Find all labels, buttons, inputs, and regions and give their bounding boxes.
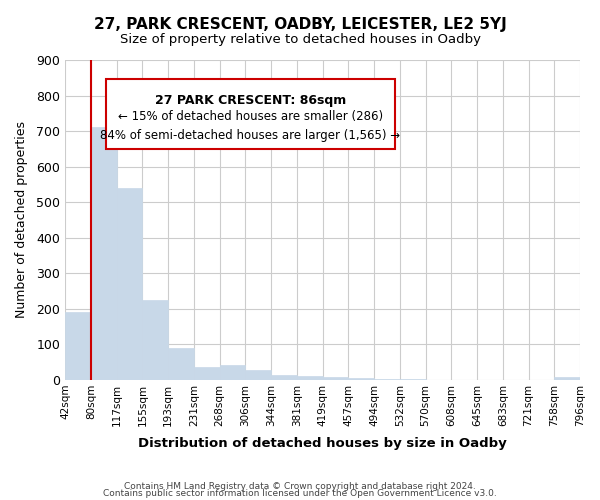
Bar [297,376,323,380]
Text: Contains HM Land Registry data © Crown copyright and database right 2024.: Contains HM Land Registry data © Crown c… [124,482,476,491]
Bar [554,377,580,380]
Text: Size of property relative to detached houses in Oadby: Size of property relative to detached ho… [119,32,481,46]
Bar [271,375,297,380]
Bar [349,378,374,380]
Bar [116,188,142,380]
Text: Contains public sector information licensed under the Open Government Licence v3: Contains public sector information licen… [103,488,497,498]
FancyBboxPatch shape [106,79,395,150]
Bar [374,378,400,380]
Bar [194,367,220,380]
Bar [142,300,168,380]
Text: 27 PARK CRESCENT: 86sqm: 27 PARK CRESCENT: 86sqm [155,94,346,106]
Bar [91,128,116,380]
Text: 84% of semi-detached houses are larger (1,565) →: 84% of semi-detached houses are larger (… [100,128,401,141]
Text: 27, PARK CRESCENT, OADBY, LEICESTER, LE2 5YJ: 27, PARK CRESCENT, OADBY, LEICESTER, LE2… [94,18,506,32]
Bar [400,379,425,380]
Bar [245,370,271,380]
Bar [65,312,91,380]
X-axis label: Distribution of detached houses by size in Oadby: Distribution of detached houses by size … [138,437,507,450]
Bar [220,366,245,380]
Text: ← 15% of detached houses are smaller (286): ← 15% of detached houses are smaller (28… [118,110,383,122]
Bar [323,377,349,380]
Bar [168,348,194,380]
Y-axis label: Number of detached properties: Number of detached properties [15,122,28,318]
